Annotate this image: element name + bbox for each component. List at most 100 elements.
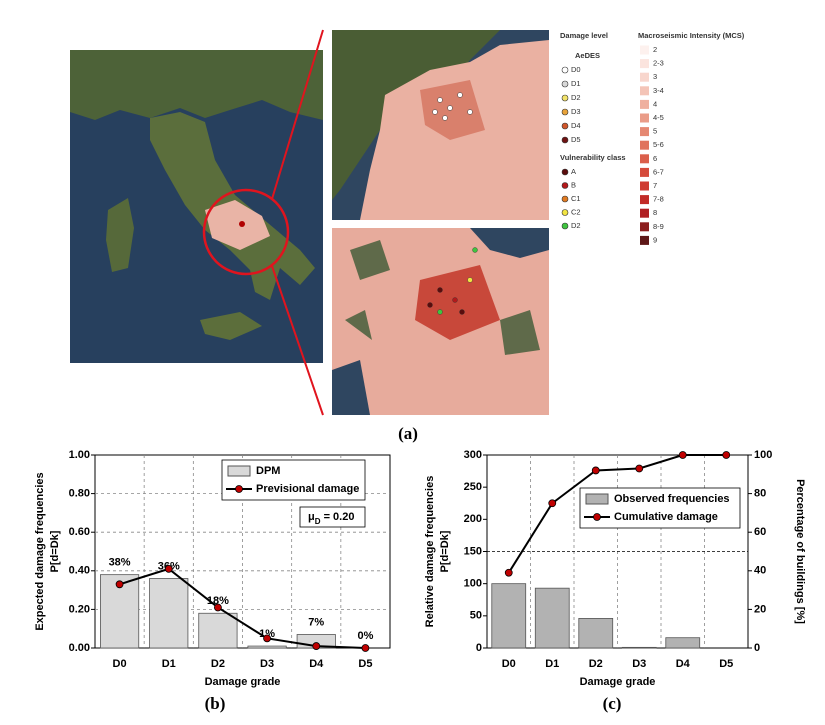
y-tick-label: 0.80 xyxy=(69,488,90,500)
y-axis-label: Relative damage frequencies xyxy=(424,476,436,628)
legend-label: Observed frequencies xyxy=(614,493,730,505)
zoom-map-top xyxy=(332,30,549,220)
x-tick-label: D5 xyxy=(719,658,733,670)
legend-label: 4-5 xyxy=(653,113,664,122)
y-tick-label: 1.00 xyxy=(69,449,90,461)
marker xyxy=(214,603,222,612)
x-tick-label: D5 xyxy=(358,658,372,670)
x-tick-label: D4 xyxy=(309,658,324,670)
legend-swatch xyxy=(561,80,569,88)
y-axis-label: Expected damage frequencies xyxy=(34,472,46,630)
marker xyxy=(591,466,600,475)
bar xyxy=(198,612,238,649)
legend-swatch xyxy=(561,136,569,144)
legend-swatch xyxy=(640,113,649,123)
y-tick-label: 0.40 xyxy=(69,565,90,577)
legend-label: 3 xyxy=(653,72,657,81)
legend-swatch xyxy=(561,66,569,74)
legend-label: 9 xyxy=(653,235,657,244)
legend-swatch xyxy=(640,99,649,109)
legend-label: A xyxy=(571,167,576,176)
x-tick-label: D1 xyxy=(162,658,176,670)
legend-label: 4 xyxy=(653,99,657,108)
y-axis-label: P[d=Dk] xyxy=(49,530,61,572)
x-axis-label: Damage grade xyxy=(580,676,656,688)
legend-label: D1 xyxy=(571,79,581,88)
x-tick-label: D1 xyxy=(545,658,559,670)
legend-swatch xyxy=(640,45,649,55)
y2-tick-label: 0 xyxy=(754,642,760,654)
legend-label: D3 xyxy=(571,107,581,116)
x-tick-label: D2 xyxy=(589,658,603,670)
legend-label: 2 xyxy=(653,45,657,54)
legend-swatch xyxy=(640,195,649,205)
legend-swatch xyxy=(640,59,649,69)
annotation-part: μ xyxy=(308,511,315,523)
y-tick-label: 0.00 xyxy=(69,642,90,654)
legend-label: D0 xyxy=(571,65,581,74)
caption: (c) xyxy=(603,694,622,713)
bar xyxy=(621,646,657,649)
legend-title: Vulnerability class xyxy=(560,153,626,162)
zoom-map-bottom xyxy=(332,228,549,415)
line xyxy=(507,454,727,574)
annotation-box xyxy=(299,506,366,528)
legend-label: 6 xyxy=(653,154,657,163)
bar xyxy=(491,583,527,649)
legend-label: 8-9 xyxy=(653,222,664,231)
bar xyxy=(578,618,614,649)
legend-swatch xyxy=(561,182,569,189)
y-tick-label: 100 xyxy=(464,578,482,590)
annotation-part: = 0.20 xyxy=(321,511,355,523)
italy-map xyxy=(70,29,324,416)
legend-swatch xyxy=(561,108,569,116)
legend-swatch xyxy=(640,72,649,82)
x-tick-label: D2 xyxy=(211,658,225,670)
legend-swatch xyxy=(561,209,569,216)
marker xyxy=(722,451,731,459)
map-legend: Damage level AeDES Vulnerability class M… xyxy=(560,31,745,162)
caption: (b) xyxy=(205,694,226,713)
legend-title: Damage level xyxy=(560,31,608,40)
legend-label: B xyxy=(571,180,576,189)
x-tick-label: D0 xyxy=(113,658,127,670)
y-tick-label: 250 xyxy=(464,481,482,493)
y-tick-label: 0.60 xyxy=(69,526,90,538)
marker xyxy=(312,642,321,650)
y-tick-label: 200 xyxy=(464,513,482,525)
y2-tick-label: 100 xyxy=(754,449,772,461)
legend-label: 5 xyxy=(653,127,657,136)
legend-swatch xyxy=(585,493,609,505)
marker xyxy=(678,451,687,459)
legend-label: 2-3 xyxy=(653,59,664,68)
legend-label: 8 xyxy=(653,208,657,217)
legend-label: 5-6 xyxy=(653,140,664,149)
y2-tick-label: 40 xyxy=(754,565,766,577)
legend-swatch xyxy=(561,195,569,203)
data-label: 0% xyxy=(357,630,373,642)
y-tick-label: 50 xyxy=(470,610,482,622)
legend-label: D2 xyxy=(571,93,581,102)
x-tick-label: D3 xyxy=(260,658,274,670)
legend-swatch xyxy=(640,208,649,218)
legend-swatch xyxy=(640,154,649,164)
legend-label: 7 xyxy=(653,181,657,190)
y-tick-label: 150 xyxy=(464,545,482,557)
marker xyxy=(263,634,271,643)
caption: (a) xyxy=(398,424,418,443)
bar xyxy=(149,578,189,649)
marker xyxy=(548,499,557,508)
legend-label: D2 xyxy=(571,221,581,230)
data-label: 38% xyxy=(109,557,131,569)
legend-label: Cumulative damage xyxy=(614,511,718,523)
marker xyxy=(504,568,513,577)
legend-swatch xyxy=(561,94,569,102)
legend-swatch xyxy=(227,465,251,477)
legend-swatch xyxy=(640,167,649,177)
line xyxy=(119,567,366,649)
y-tick-label: 0.20 xyxy=(69,603,90,615)
legend-swatch xyxy=(640,86,649,96)
legend-label: D5 xyxy=(571,135,581,144)
legend-swatch xyxy=(593,513,601,521)
